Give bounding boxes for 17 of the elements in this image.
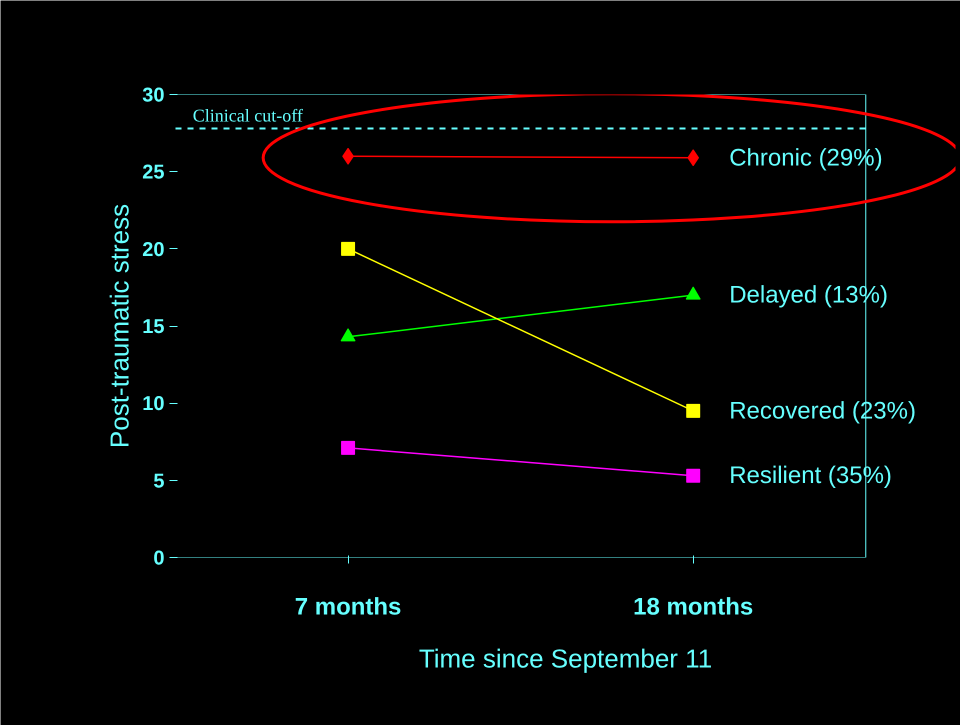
y-tick-label: 30 [142, 84, 165, 106]
point [341, 440, 356, 455]
y-axis-title: Post-traumatic stress [104, 204, 134, 448]
y-tick-label: 15 [142, 316, 165, 338]
x-tick-label: 18 months [633, 594, 754, 620]
point [341, 242, 356, 256]
y-tick-label: 25 [142, 162, 165, 184]
y-tick-label: 10 [142, 393, 165, 416]
y-tick-label: 5 [153, 470, 164, 492]
y-tick-label: 0 [153, 548, 164, 570]
ref-line-label: Clinical cut-off [192, 105, 303, 126]
point [686, 468, 700, 483]
point [686, 404, 700, 418]
y-tick-label: 20 [142, 238, 165, 261]
point [687, 149, 700, 166]
x-axis-title: Time since September 11 [418, 644, 712, 674]
x-tick-label: 7 months [294, 594, 402, 620]
